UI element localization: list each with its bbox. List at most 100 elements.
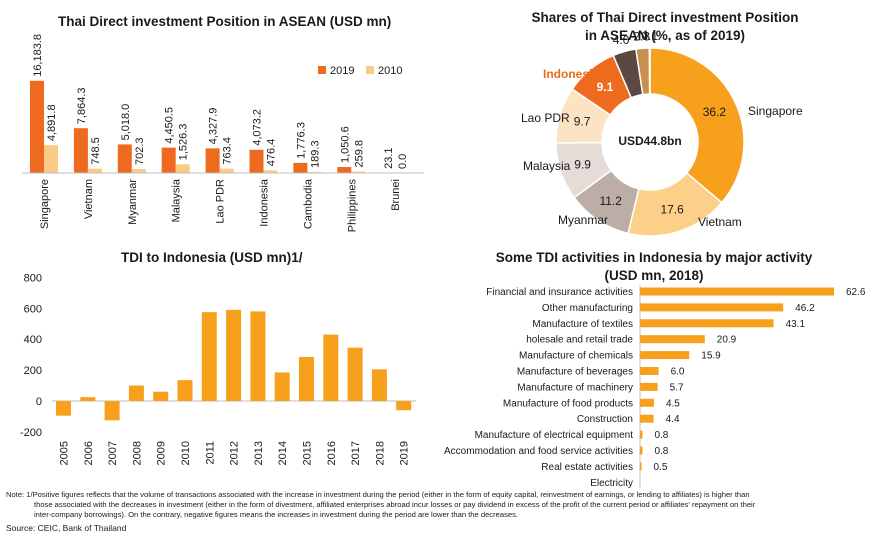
bar-2010-myanmar	[131, 168, 146, 173]
donut-category-4: Lao PDR	[521, 111, 570, 125]
activity-bar-3	[640, 335, 705, 344]
tdi-bar-2005	[56, 401, 71, 416]
activity-bar-7	[640, 398, 654, 407]
tdi-bar-2015	[299, 356, 314, 401]
category-label-6: Cambodia	[302, 178, 314, 229]
activity-value-2: 43.1	[786, 319, 806, 330]
donut-value-5: 9.1	[597, 80, 614, 94]
activity-value-10: 0.8	[654, 446, 668, 457]
activity-value-8: 4.4	[666, 414, 680, 425]
activity-label-2: Manufacture of textiles	[532, 319, 633, 330]
tdi-bar-2011	[201, 312, 217, 401]
activity-bar-9	[640, 430, 643, 439]
bar-2010-indonesia	[263, 170, 278, 173]
bar-label-2019-7: 1,050.6	[339, 126, 351, 163]
footnote-line3: inter-company borrowings). On the contra…	[34, 510, 519, 520]
tdi-year-label-2010: 2010	[180, 441, 192, 465]
bar-2019-myanmar	[117, 144, 132, 173]
donut-category-2: Myanmar	[558, 213, 608, 227]
activity-label-1: Other manufacturing	[542, 303, 633, 314]
donut-center-label: USD44.8bn	[618, 134, 681, 148]
bar-label-2010-7: 259.8	[353, 140, 365, 168]
bar-2010-vietnam	[87, 168, 102, 173]
tdi-bar-2009	[153, 391, 169, 401]
bar-label-2010-8: 0.0	[397, 154, 409, 169]
tdi-year-label-2019: 2019	[399, 441, 411, 465]
activity-value-1: 46.2	[795, 303, 815, 314]
footnote-line1: Note: 1/Positive figures reflects that t…	[6, 490, 750, 499]
tdi-bar-2006	[80, 397, 96, 401]
tdi-year-label-2006: 2006	[83, 441, 95, 465]
asean-share-title-line1: Shares of Thai Direct investment Positio…	[531, 10, 798, 25]
tdi-indonesia-title: TDI to Indonesia (USD mn)1/	[121, 250, 303, 265]
footnote: Note: 1/Positive figures reflects that t…	[6, 490, 864, 521]
donut-category-1: Vietnam	[698, 215, 742, 229]
donut-value-0: 36.2	[703, 105, 727, 119]
bar-label-2019-6: 1,776.3	[295, 122, 307, 159]
bar-label-2019-0: 16,183.8	[32, 34, 44, 77]
tdi-bar-2014	[274, 372, 290, 401]
donut-value-1: 17.6	[660, 202, 684, 216]
bar-2019-lao-pdr	[205, 148, 220, 173]
tdi-year-label-2013: 2013	[253, 441, 265, 465]
tdi-bar-2010	[177, 380, 193, 401]
tdi-y-tick-5: -200	[20, 427, 42, 439]
bar-2010-cambodia	[307, 171, 322, 173]
bar-label-2010-4: 763.4	[222, 137, 234, 165]
tdi-y-tick-3: 200	[24, 365, 42, 377]
activity-label-5: Manufacture of beverages	[517, 367, 633, 378]
activity-label-8: Construction	[577, 414, 633, 425]
tdi-activity-title-line2: (USD mn, 2018)	[604, 268, 703, 283]
bar-2019-singapore	[30, 80, 44, 173]
bar-label-2010-1: 748.5	[90, 137, 102, 165]
activity-value-3: 20.9	[717, 335, 737, 346]
bar-label-2010-0: 4,891.8	[46, 104, 58, 141]
category-label-5: Indonesia	[259, 178, 271, 227]
donut-value-3: 9.9	[574, 157, 591, 171]
activity-value-0: 62.6	[846, 287, 866, 298]
tdi-bar-2016	[323, 334, 339, 401]
asean-position-chart: Thai Direct investment Position in ASEAN…	[22, 14, 424, 232]
bar-2019-cambodia	[293, 162, 308, 173]
bar-2019-philippines	[337, 167, 352, 173]
tdi-bar-2017	[347, 347, 363, 401]
donut-value-4: 9.7	[574, 114, 591, 128]
donut-value-2: 11.2	[599, 194, 622, 208]
activity-label-9: Manufacture of electrical equipment	[475, 430, 634, 441]
category-label-7: Philippines	[346, 179, 358, 233]
asean-position-legend: 2019 2010	[318, 65, 402, 77]
bar-label-2019-8: 23.1	[383, 147, 395, 168]
footnote-line2: those associated with the decreases in i…	[34, 500, 756, 510]
activity-bar-4	[640, 351, 690, 360]
tdi-year-label-2005: 2005	[59, 441, 71, 465]
bar-label-2019-5: 4,073.2	[252, 109, 264, 146]
activity-label-10: Accommodation and food service activitie…	[444, 446, 633, 457]
bar-2019-malaysia	[161, 147, 176, 173]
tdi-activity-chart: Some TDI activities in Indonesia by majo…	[444, 250, 866, 489]
bar-2019-indonesia	[249, 149, 264, 173]
category-label-0: Singapore	[39, 179, 51, 229]
activity-value-5: 6.0	[671, 367, 685, 378]
source-note: Source: CEIC, Bank of Thailand	[6, 523, 127, 533]
tdi-year-label-2015: 2015	[302, 441, 314, 465]
bar-label-2019-3: 4,450.5	[164, 107, 176, 144]
donut-category-3: Malaysia	[523, 159, 571, 173]
category-label-8: Brunei	[390, 179, 402, 211]
bar-label-2010-2: 702.3	[134, 137, 146, 165]
legend-2010-label: 2010	[378, 65, 402, 77]
activity-bar-0	[640, 287, 834, 296]
asean-share-title-line2: in ASEAN (%, as of 2019)	[585, 28, 745, 43]
activity-bar-1	[640, 303, 784, 312]
asean-position-title: Thai Direct investment Position in ASEAN…	[58, 14, 391, 29]
bar-label-2010-5: 476.4	[266, 139, 278, 167]
donut-value-6: 4.0	[613, 33, 630, 47]
activity-label-0: Financial and insurance activities	[486, 287, 633, 298]
legend-2019-swatch	[318, 66, 326, 74]
tdi-bar-2008	[128, 385, 144, 401]
tdi-indonesia-chart: TDI to Indonesia (USD mn)1/ 800 600 400 200…	[20, 250, 416, 465]
tdi-year-label-2009: 2009	[156, 441, 168, 465]
category-label-4: Lao PDR	[215, 179, 227, 224]
tdi-year-label-2016: 2016	[326, 441, 338, 465]
tdi-year-label-2014: 2014	[277, 441, 289, 465]
legend-2010-swatch	[366, 66, 374, 74]
